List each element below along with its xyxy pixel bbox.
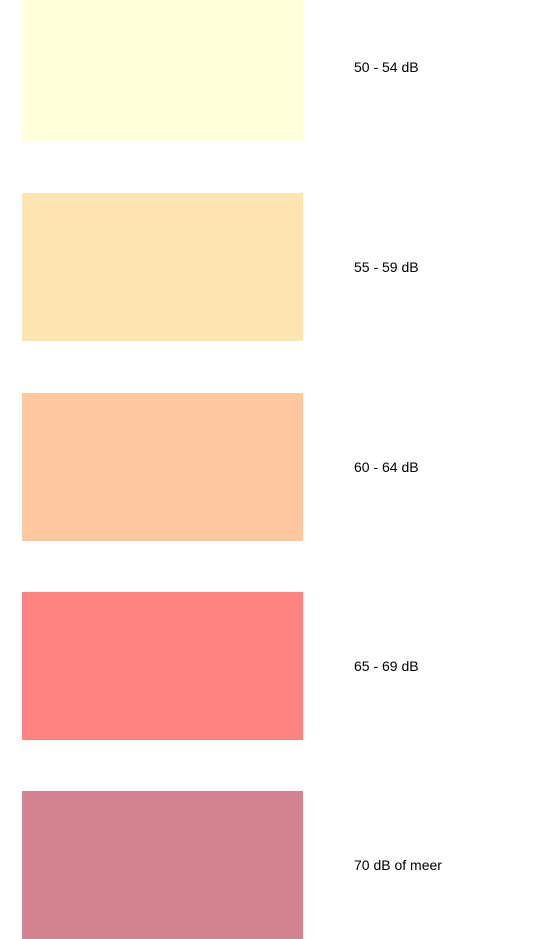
legend-swatch [22,592,303,740]
legend-item-60-64: 60 - 64 dB [0,393,540,541]
legend-label: 60 - 64 dB [354,459,419,475]
legend-item-50-54: 50 - 54 dB [0,0,540,141]
legend-swatch [22,193,303,341]
legend-item-70-plus: 70 dB of meer [0,791,540,939]
legend-label: 65 - 69 dB [354,658,419,674]
legend-item-65-69: 65 - 69 dB [0,592,540,740]
legend-label: 55 - 59 dB [354,259,419,275]
legend-item-55-59: 55 - 59 dB [0,193,540,341]
legend-swatch [22,0,303,141]
legend-label: 50 - 54 dB [354,59,419,75]
legend-swatch [22,393,303,541]
legend-swatch [22,791,303,939]
legend-label: 70 dB of meer [354,857,442,873]
